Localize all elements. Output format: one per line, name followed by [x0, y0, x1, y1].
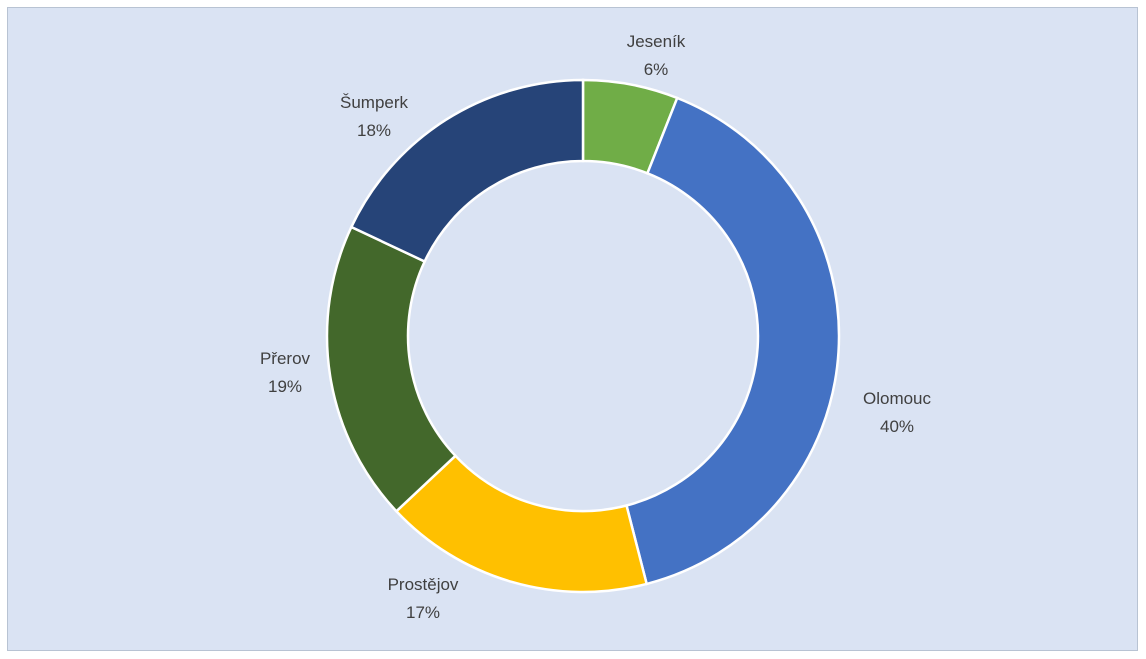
donut-slice-1: [624, 96, 841, 586]
donut-slices: [325, 78, 841, 594]
slice-value-label: 40%: [880, 417, 914, 436]
slice-value-label: 17%: [406, 603, 440, 622]
slice-category-label: Přerov: [260, 349, 311, 368]
slice-value-label: 6%: [644, 60, 669, 79]
slice-value-label: 19%: [268, 377, 302, 396]
slice-labels: Jeseník 6% Olomouc 40% Prostějov 17% Přerov 19%…: [260, 32, 932, 622]
donut-slice-4: [349, 78, 585, 264]
slice-value-label: 18%: [357, 121, 391, 140]
slice-category-label: Jeseník: [627, 32, 686, 51]
slice-category-label: Šumperk: [340, 93, 409, 112]
donut-slice-3: [325, 225, 458, 514]
slice-category-label: Prostějov: [388, 575, 459, 594]
slice-category-label: Olomouc: [863, 389, 932, 408]
